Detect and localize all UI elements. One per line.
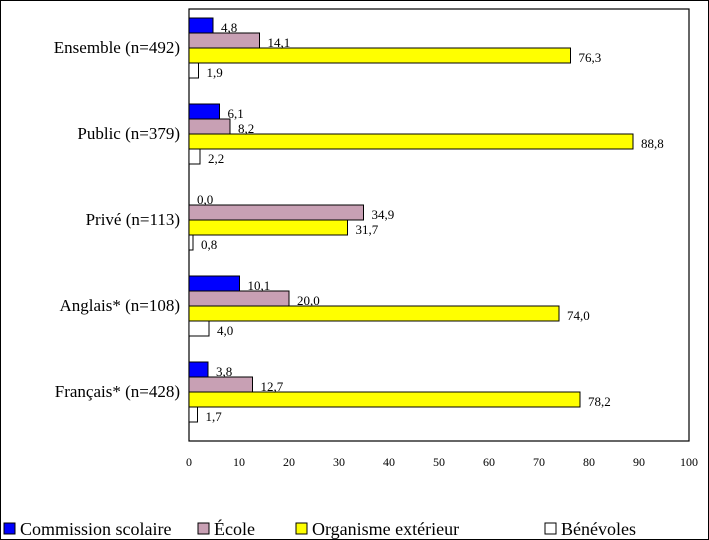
legend-swatch [197, 522, 210, 535]
legend-swatch [544, 522, 557, 535]
bar--cole [188, 290, 290, 307]
legend-label: Commission scolaire [20, 519, 172, 539]
data-label: 0,8 [201, 237, 217, 252]
x-tick-label: 50 [433, 455, 445, 469]
data-label: 76,3 [579, 50, 602, 65]
data-label: 78,2 [588, 394, 611, 409]
x-tick-label: 40 [383, 455, 395, 469]
category-label: Ensemble (n=492) [54, 38, 180, 57]
bar-b-n-voles [188, 406, 198, 423]
data-label: 74,0 [567, 308, 590, 323]
legend: Commission scolaire École Organisme extéri… [3, 518, 636, 539]
data-label: 20,0 [297, 293, 320, 308]
data-label: 34,9 [372, 207, 395, 222]
bar-organisme-ext-rieur [188, 133, 634, 150]
bar-organisme-ext-rieur [188, 305, 560, 322]
bar-b-n-voles [188, 62, 199, 79]
category-label: Public (n=379) [77, 124, 180, 143]
x-tick-label: 70 [533, 455, 545, 469]
data-label: 3,8 [216, 364, 232, 379]
bar-organisme-ext-rieur [188, 219, 348, 236]
bar-b-n-voles [188, 148, 201, 165]
data-label: 0,0 [197, 192, 213, 207]
data-label: 1,7 [206, 409, 223, 424]
category-label: Français* (n=428) [55, 382, 180, 401]
bar--cole [188, 204, 364, 221]
bar-b-n-voles [188, 320, 210, 337]
bars-layer [188, 17, 634, 423]
x-tick-labels-layer: 0 10 20 30 40 50 60 70 80 90 100 [186, 455, 698, 469]
bar-organisme-ext-rieur [188, 391, 581, 408]
data-label: 8,2 [238, 121, 254, 136]
x-tick-label: 90 [633, 455, 645, 469]
data-label: 4,8 [221, 20, 237, 35]
legend-label: Bénévoles [561, 519, 636, 539]
data-label: 88,8 [641, 136, 664, 151]
legend-label: Organisme extérieur [312, 519, 459, 539]
x-tick-label: 10 [233, 455, 245, 469]
bar-commission-scolaire [188, 275, 240, 292]
legend-label: École [214, 518, 255, 539]
x-tick-label: 80 [583, 455, 595, 469]
value-labels-layer: 4,8 14,1 76,3 1,9 6,18,2 88,8 2,2 0,0 34,931,7 0,… [197, 20, 664, 424]
bar-commission-scolaire [188, 361, 209, 378]
data-label: 1,9 [207, 65, 223, 80]
bar-b-n-voles [188, 234, 194, 251]
data-label: 2,2 [208, 151, 224, 166]
x-tick-label: 100 [680, 455, 698, 469]
bar--cole [188, 118, 231, 135]
data-label: 12,7 [261, 379, 284, 394]
legend-swatch [295, 522, 308, 535]
data-label: 10,1 [248, 278, 271, 293]
data-label: 6,1 [228, 106, 244, 121]
data-label: 14,1 [268, 35, 291, 50]
category-label: Privé (n=113) [86, 210, 180, 229]
x-tick-label: 30 [333, 455, 345, 469]
x-tick-label: 0 [186, 455, 192, 469]
category-labels-layer: Ensemble (n=492) Public (n=379) Privé (n=1… [54, 38, 180, 401]
data-label: 31,7 [356, 222, 379, 237]
category-label: Anglais* (n=108) [59, 296, 180, 315]
data-label: 4,0 [217, 323, 233, 338]
bar-organisme-ext-rieur [188, 47, 571, 64]
legend-swatch [3, 522, 16, 535]
bar--cole [188, 376, 253, 393]
x-tick-label: 20 [283, 455, 295, 469]
bar--cole [188, 32, 260, 49]
x-tick-label: 60 [483, 455, 495, 469]
bar-commission-scolaire [188, 103, 220, 120]
bar-commission-scolaire [188, 17, 214, 34]
